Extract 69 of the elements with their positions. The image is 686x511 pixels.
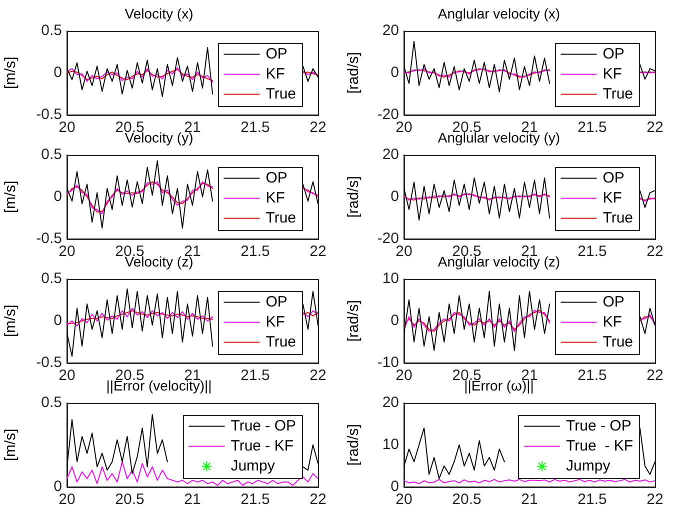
x-tick-label: 21.5 [240,367,270,384]
legend-label: OP [266,293,288,310]
y-tick-label: 0 [390,188,399,206]
series-label: KF [602,313,622,330]
legend-label: True - OP [230,417,296,434]
legend-label: KF [266,65,285,82]
legend-label: OP [266,169,288,186]
legend-label: True [602,333,634,350]
y-tick-label: 10 [382,270,399,287]
y-axis-title: [rad/s] [345,52,362,94]
y-axis-title: [m/s] [2,180,20,214]
x-tick-label: 21.5 [578,491,607,508]
x-tick-label: 20.5 [115,491,144,508]
y-tick-label: 0 [54,312,62,330]
y-tick-label: 0.5 [41,270,62,287]
y-tick-label: 0 [54,64,62,82]
legend-label: True [602,209,634,226]
y-tick-label: 0 [54,188,62,206]
legend-label: True [266,85,296,102]
x-tick-label: 21.5 [578,243,607,260]
y-tick-label: 0 [390,64,399,82]
y-axis-title: [m/s] [2,304,20,338]
legend-label: True - OP [566,417,632,434]
y-tick-label: 20 [382,22,399,39]
legend-label: OP [602,169,624,186]
x-tick-label: 22 [310,491,326,508]
x-tick-label: 22 [310,243,326,260]
x-tick-label: 21.5 [578,367,607,384]
x-tick-label: 22 [646,491,664,508]
y-tick-label: 0 [390,312,399,330]
y-tick-label: 10 [382,436,399,454]
x-tick-label: 22 [646,367,664,384]
x-tick-label: 22 [310,119,326,136]
legend-label: Jumpy [566,457,611,474]
x-tick-label: 21 [184,491,201,508]
y-axis-title: [rad/s] [345,176,362,218]
y-axis-title: [m/s] [2,428,20,462]
x-tick-label: 21 [521,491,538,508]
y-tick-label: 0.5 [41,146,62,163]
x-tick-label: 20.5 [452,491,482,508]
x-tick-label: 21.5 [240,491,270,508]
y-tick-label: 20 [382,146,399,163]
y-axis-title: [m/s] [2,56,20,90]
x-tick-label: 22 [646,119,664,136]
y-axis-title: [rad/s] [345,300,362,342]
x-tick-label: 22 [646,243,664,260]
series-label: KF [602,189,622,206]
legend-label: True - KF [230,437,294,454]
y-tick-label: 20 [382,394,399,411]
y-tick-label: 0.5 [41,22,62,39]
legend-label: OP [266,45,288,62]
legend-label: Jumpy [230,457,276,474]
legend-label: OP [602,293,624,310]
legend-label: KF [266,313,285,330]
legend-label: OP [602,45,624,62]
x-tick-label: 22 [310,367,326,384]
legend-label: KF [602,65,622,82]
x-tick-label: 21.5 [240,119,270,136]
chart-title: Anglular velocity (x) [438,5,560,22]
chart-title: Velocity (x) [124,5,194,22]
legend-label: True [602,85,634,102]
y-axis-title: [rad/s] [345,424,362,466]
y-tick-label: 0.5 [41,394,62,411]
x-tick-label: 21.5 [578,119,607,136]
legend-label: True [266,209,296,226]
legend-label: True [266,333,296,350]
legend-label: KF [266,189,285,206]
legend-label: True - KF [566,437,633,454]
x-tick-label: 21.5 [240,243,270,260]
